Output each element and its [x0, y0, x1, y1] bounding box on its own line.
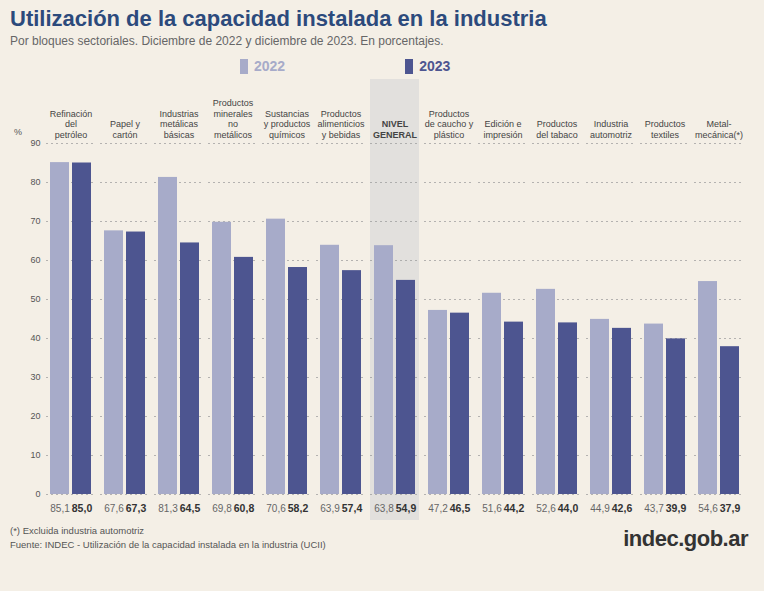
svg-text:Papel ycartón: Papel ycartón: [110, 119, 141, 139]
svg-text:Productosmineralesnometálicos: Productosmineralesnometálicos: [213, 98, 254, 139]
svg-text:40: 40: [30, 333, 40, 343]
svg-text:Metal-mecánica(*): Metal-mecánica(*): [695, 119, 743, 139]
svg-text:54,6: 54,6: [698, 503, 718, 514]
svg-text:47,2: 47,2: [428, 503, 448, 514]
svg-text:Productosde caucho yplástico: Productosde caucho yplástico: [425, 109, 474, 140]
svg-text:Refinacióndelpetróleo: Refinacióndelpetróleo: [50, 109, 93, 140]
svg-text:Industriaautomotriz: Industriaautomotriz: [590, 119, 633, 139]
svg-text:63,9: 63,9: [320, 503, 340, 514]
svg-text:Productosdel tabaco: Productosdel tabaco: [536, 119, 578, 139]
svg-text:85,1: 85,1: [50, 503, 70, 514]
svg-text:50: 50: [30, 294, 40, 304]
svg-text:Industriasmetálicasbásicas: Industriasmetálicasbásicas: [159, 109, 199, 140]
svg-text:80: 80: [30, 177, 40, 187]
svg-text:10: 10: [30, 450, 40, 460]
svg-text:51,6: 51,6: [482, 503, 502, 514]
svg-text:67,6: 67,6: [104, 503, 124, 514]
html-text:Utilización de la capacidad in: Utilización de la capacidad instalada en…: [10, 6, 547, 31]
svg-text:NIVELGENERAL: NIVELGENERAL: [373, 119, 418, 139]
svg-text:43,7: 43,7: [644, 503, 664, 514]
svg-text:Productosalimenticiosy bebidas: Productosalimenticiosy bebidas: [317, 109, 365, 140]
svg-text:57,4: 57,4: [342, 502, 363, 514]
svg-text:70: 70: [30, 216, 40, 226]
html-text:Fuente: INDEC - Utilización de: Fuente: INDEC - Utilización de la capaci…: [10, 539, 326, 550]
svg-text:52,6: 52,6: [536, 503, 556, 514]
svg-text:30: 30: [30, 372, 40, 382]
html-text:2022: 2022: [254, 58, 286, 74]
svg-text:69,8: 69,8: [212, 503, 232, 514]
svg-text:46,5: 46,5: [450, 502, 471, 514]
svg-text:0: 0: [35, 489, 40, 499]
svg-text:67,3: 67,3: [126, 502, 147, 514]
svg-text:64,5: 64,5: [180, 502, 201, 514]
svg-text:85,0: 85,0: [72, 502, 93, 514]
svg-text:81,3: 81,3: [158, 503, 178, 514]
svg-text:70,6: 70,6: [266, 503, 286, 514]
svg-text:60,8: 60,8: [234, 502, 255, 514]
svg-text:44,9: 44,9: [590, 503, 610, 514]
html-text:(*) Excluida industria automot: (*) Excluida industria automotriz: [10, 525, 145, 536]
svg-text:60: 60: [30, 255, 40, 265]
svg-text:54,9: 54,9: [396, 502, 417, 514]
svg-text:42,6: 42,6: [612, 502, 633, 514]
svg-text:20: 20: [30, 411, 40, 421]
svg-text:90: 90: [30, 138, 40, 148]
html-text:Por bloques sectoriales. Dicie: Por bloques sectoriales. Diciembre de 20…: [10, 34, 444, 48]
svg-text:Edición eimpresión: Edición eimpresión: [483, 119, 522, 139]
svg-text:63,8: 63,8: [374, 503, 394, 514]
html-text:2023: 2023: [419, 58, 451, 74]
svg-text:37,9: 37,9: [720, 502, 741, 514]
svg-text:39,9: 39,9: [666, 502, 687, 514]
html-text:indec.gob.ar: indec.gob.ar: [623, 526, 748, 551]
svg-text:Productostextiles: Productostextiles: [645, 119, 686, 139]
svg-text:44,2: 44,2: [504, 502, 525, 514]
svg-text:Sustanciasy productosquímicos: Sustanciasy productosquímicos: [264, 109, 311, 140]
svg-text:44,0: 44,0: [558, 502, 579, 514]
svg-text:58,2: 58,2: [288, 502, 309, 514]
